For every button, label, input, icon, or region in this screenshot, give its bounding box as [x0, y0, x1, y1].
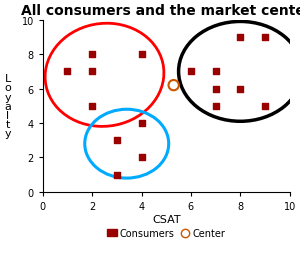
Point	[139, 53, 144, 57]
Point	[90, 104, 94, 108]
Legend: Consumers, Center: Consumers, Center	[103, 225, 229, 242]
Point	[262, 36, 267, 40]
Point	[213, 87, 218, 91]
Point	[188, 70, 193, 74]
Point	[90, 53, 94, 57]
Point	[115, 173, 119, 177]
Point	[238, 87, 243, 91]
Point	[171, 84, 176, 88]
Point	[139, 121, 144, 125]
Point	[139, 156, 144, 160]
Point	[115, 139, 119, 143]
Point	[90, 70, 94, 74]
Point	[213, 70, 218, 74]
Point	[213, 104, 218, 108]
Title: All consumers and the market center: All consumers and the market center	[21, 4, 300, 18]
Y-axis label: L
o
y
a
l
t
y: L o y a l t y	[4, 74, 11, 139]
Point	[65, 70, 70, 74]
X-axis label: CSAT: CSAT	[152, 214, 181, 224]
Point	[262, 104, 267, 108]
Point	[238, 36, 243, 40]
